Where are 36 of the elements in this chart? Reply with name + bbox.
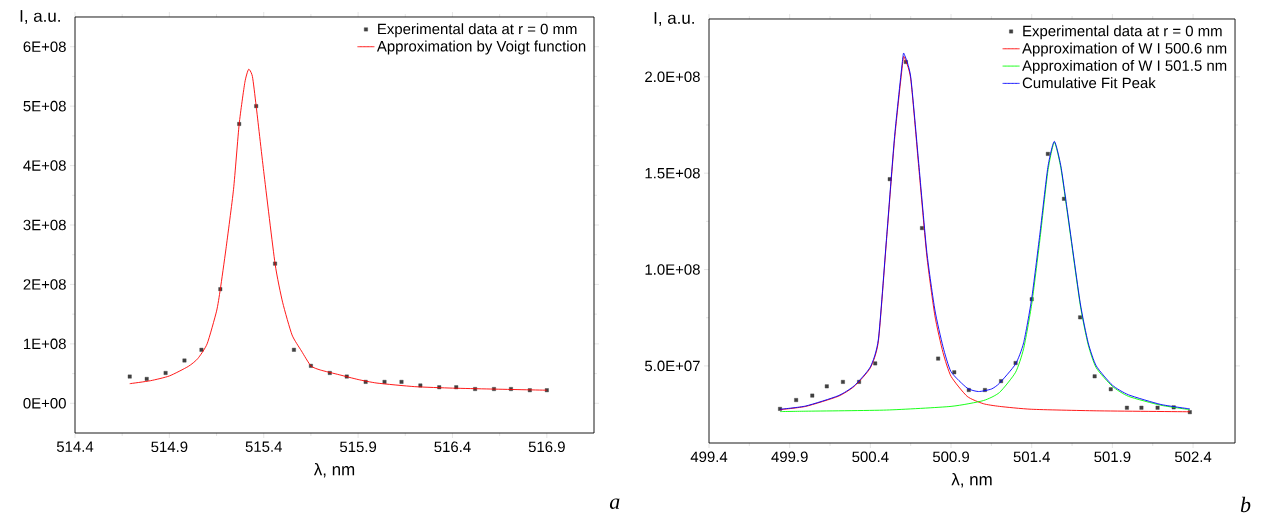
y-tick-label: 2.0E+08 [645, 71, 700, 83]
x-tick-label: 515.9 [339, 441, 377, 453]
x-tick-label: 516.9 [528, 441, 565, 453]
y-tick-label: 1E+08 [24, 338, 66, 350]
x-tick-label: 501.9 [1094, 451, 1131, 463]
x-tick-label: 501.4 [1013, 451, 1050, 463]
x-tick-label: 516.4 [434, 441, 471, 453]
y-axis-title: I, a.u. [654, 12, 694, 26]
legend-label: Approximation by Voigt function [376, 40, 586, 55]
legend-label: Cumulative Fit Peak [1022, 77, 1156, 89]
x-axis-title: λ, nm [951, 472, 992, 488]
x-tick-label: 514.9 [151, 441, 188, 453]
x-tick-label: 499.4 [690, 451, 728, 463]
y-tick-label: 5.0E+07 [644, 360, 700, 372]
y-tick-label: 1.0E+08 [645, 264, 700, 275]
x-tick-label: 500.4 [852, 451, 889, 463]
y-tick-label: 3E+08 [23, 219, 66, 231]
text: a [609, 498, 620, 509]
text: b [1240, 496, 1251, 513]
x-axis-title: λ, nm [313, 462, 355, 478]
x-tick-label: 502.4 [1174, 451, 1212, 463]
y-tick-label: 2E+08 [23, 279, 66, 290]
x-tick-label: 499.9 [771, 451, 808, 463]
y-tick-label: 6E+08 [23, 41, 66, 52]
legend-label: Experimental data at r = 0 mm [378, 23, 577, 38]
legend-label: Experimental data at r = 0 mm [1023, 25, 1222, 40]
y-tick-label: 4E+08 [23, 160, 66, 171]
y-tick-label: 1.5E+08 [645, 167, 700, 179]
y-axis-title: I, a.u. [20, 10, 60, 24]
legend-label: Approximation of W I 500.6 nm [1022, 42, 1227, 57]
x-tick-label: 514.4 [56, 441, 94, 452]
y-tick-label: 5E+08 [23, 100, 66, 112]
y-tick-label: 0E+00 [23, 397, 66, 409]
x-tick-label: 515.4 [245, 441, 282, 452]
x-tick-label: 500.9 [932, 451, 970, 463]
legend-label: Approximation of W I 501.5 nm [1022, 59, 1227, 74]
